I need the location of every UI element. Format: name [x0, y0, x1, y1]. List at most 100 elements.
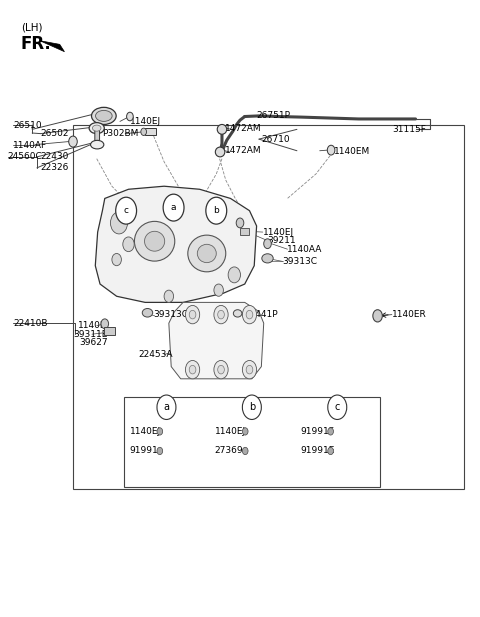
- Ellipse shape: [197, 244, 216, 263]
- Circle shape: [127, 112, 133, 121]
- Text: 26751P: 26751P: [257, 112, 290, 120]
- Text: 39627: 39627: [80, 338, 108, 347]
- Bar: [240, 228, 250, 235]
- Text: 39211: 39211: [267, 236, 296, 245]
- Circle shape: [228, 267, 240, 283]
- Circle shape: [157, 428, 163, 435]
- Text: P302BM: P302BM: [102, 129, 139, 138]
- Circle shape: [328, 428, 334, 435]
- Text: b: b: [214, 206, 219, 215]
- Text: 26502: 26502: [41, 129, 69, 138]
- Text: 1472AM: 1472AM: [225, 146, 262, 155]
- Circle shape: [157, 395, 176, 420]
- Circle shape: [264, 239, 271, 249]
- Circle shape: [189, 365, 196, 374]
- Text: 1140EJ: 1140EJ: [215, 427, 246, 436]
- Ellipse shape: [89, 123, 104, 134]
- Text: 39311E: 39311E: [73, 329, 108, 339]
- Circle shape: [214, 284, 223, 296]
- Text: 1140AF: 1140AF: [13, 141, 48, 150]
- Text: a: a: [164, 402, 169, 412]
- Circle shape: [123, 237, 134, 252]
- Polygon shape: [96, 186, 257, 302]
- Text: 1140EJ: 1140EJ: [130, 427, 161, 436]
- Polygon shape: [95, 129, 99, 144]
- Bar: [124, 397, 380, 487]
- Text: FR.: FR.: [21, 35, 51, 52]
- Circle shape: [214, 305, 228, 324]
- Polygon shape: [169, 302, 264, 379]
- Text: 91991: 91991: [130, 447, 158, 455]
- Ellipse shape: [91, 140, 104, 149]
- Circle shape: [246, 310, 253, 319]
- Circle shape: [164, 290, 174, 302]
- Circle shape: [101, 319, 108, 329]
- Text: 22441P: 22441P: [245, 310, 278, 319]
- Text: c: c: [124, 206, 129, 215]
- Circle shape: [236, 218, 244, 228]
- Circle shape: [214, 360, 228, 379]
- Text: 27369: 27369: [215, 447, 243, 455]
- Text: 1140EJ: 1140EJ: [78, 321, 109, 330]
- Ellipse shape: [134, 222, 175, 261]
- Circle shape: [110, 212, 128, 234]
- Bar: [145, 128, 156, 136]
- Text: 1140ER: 1140ER: [392, 310, 427, 319]
- Text: c: c: [335, 402, 340, 412]
- Text: 31115F: 31115F: [392, 125, 426, 134]
- Circle shape: [185, 305, 200, 324]
- Circle shape: [218, 310, 224, 319]
- Ellipse shape: [262, 254, 273, 263]
- Circle shape: [328, 395, 347, 420]
- Circle shape: [163, 194, 184, 221]
- Ellipse shape: [144, 231, 165, 251]
- Ellipse shape: [96, 110, 112, 122]
- Circle shape: [373, 310, 383, 322]
- Circle shape: [218, 365, 224, 374]
- Circle shape: [157, 447, 163, 455]
- Ellipse shape: [233, 310, 242, 317]
- Ellipse shape: [142, 308, 153, 317]
- Text: a: a: [171, 203, 176, 212]
- Text: 39313C: 39313C: [283, 257, 318, 266]
- Text: 22326: 22326: [41, 164, 69, 172]
- Text: 22453A: 22453A: [138, 350, 172, 359]
- Bar: [73, 125, 465, 489]
- Text: 1140EJ: 1140EJ: [263, 228, 294, 236]
- Text: 91991E: 91991E: [300, 447, 335, 455]
- Ellipse shape: [92, 107, 116, 125]
- Ellipse shape: [188, 235, 226, 272]
- Circle shape: [185, 360, 200, 379]
- Ellipse shape: [216, 147, 225, 157]
- Circle shape: [242, 360, 257, 379]
- Circle shape: [116, 197, 137, 224]
- Circle shape: [69, 136, 77, 147]
- Circle shape: [206, 197, 227, 224]
- Circle shape: [327, 145, 335, 155]
- Circle shape: [246, 365, 253, 374]
- Text: 1140EM: 1140EM: [334, 147, 370, 157]
- Text: 22410B: 22410B: [13, 318, 48, 328]
- Circle shape: [242, 395, 261, 420]
- Circle shape: [242, 428, 248, 435]
- Circle shape: [242, 305, 257, 324]
- Text: 91991F: 91991F: [300, 427, 334, 436]
- Ellipse shape: [217, 125, 227, 135]
- Text: 24560C: 24560C: [8, 152, 42, 162]
- Circle shape: [189, 310, 196, 319]
- Circle shape: [112, 254, 121, 266]
- Bar: [104, 327, 115, 336]
- Circle shape: [242, 447, 248, 455]
- Text: b: b: [249, 402, 255, 412]
- Text: 26710: 26710: [261, 135, 290, 144]
- Text: 26510: 26510: [13, 120, 42, 130]
- Text: 1140AA: 1140AA: [288, 245, 323, 254]
- Ellipse shape: [93, 125, 101, 131]
- Circle shape: [328, 447, 334, 455]
- Text: 1472AM: 1472AM: [225, 123, 262, 133]
- Polygon shape: [40, 41, 64, 52]
- Text: 22430: 22430: [41, 152, 69, 162]
- Text: 1140EJ: 1140EJ: [130, 117, 161, 126]
- Circle shape: [141, 128, 146, 136]
- Text: 39313C: 39313C: [154, 310, 189, 319]
